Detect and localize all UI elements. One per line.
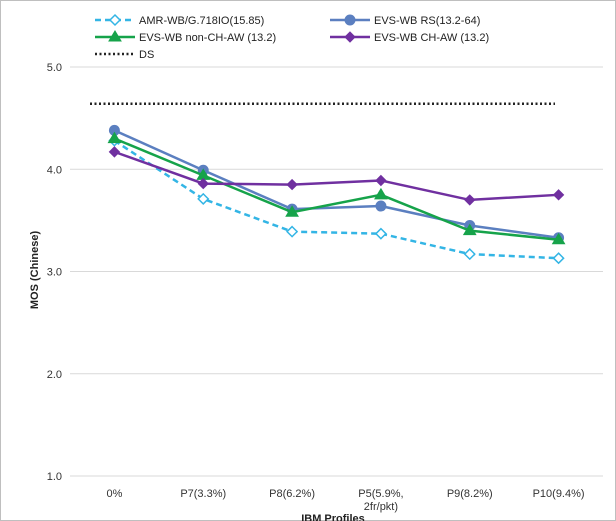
legend-item: EVS-WB CH-AW (13.2) (330, 31, 489, 44)
legend-marker (108, 30, 122, 42)
data-point (462, 223, 477, 236)
series-0 (108, 134, 565, 265)
y-axis-title: MOS (Chinese) (29, 231, 41, 310)
data-point (107, 131, 122, 144)
legend-label: EVS-WB non-CH-AW (13.2) (139, 32, 276, 44)
legend-label: EVS-WB CH-AW (13.2) (374, 32, 489, 44)
data-point (108, 146, 121, 158)
y-tick-labels: 1.0 2.0 3.0 4.0 5.0 (47, 62, 62, 483)
y-tick-label: 5.0 (47, 62, 62, 74)
data-point (197, 192, 210, 205)
x-tick-label: P10(9.4%) (533, 488, 585, 500)
series-1 (108, 124, 565, 244)
x-axis-title: IBM Profiles (301, 513, 365, 521)
series-lines (90, 102, 566, 265)
legend-marker (344, 14, 356, 26)
legend-label: AMR-WB/G.718IO(15.85) (139, 15, 264, 27)
legend-label: DS (139, 49, 154, 61)
legend-item: EVS-WB RS(13.2-64) (330, 14, 480, 27)
series-2 (107, 131, 566, 245)
series-line (113, 137, 559, 242)
data-point (286, 178, 298, 191)
legend-item: AMR-WB/G.718IO(15.85) (95, 13, 264, 27)
legend-label: EVS-WB RS(13.2-64) (374, 15, 480, 27)
x-tick-label: P5(5.9%, 2fr/pkt) (358, 488, 403, 513)
data-point (374, 227, 387, 240)
series-line (113, 129, 559, 239)
legend-marker (108, 13, 122, 27)
gridlines (70, 66, 603, 477)
legend-marker (344, 31, 356, 43)
x-tick-labels: 0% P7(3.3%) P8(6.2%) P5(5.9%, 2fr/pkt) P9(8.2… (106, 488, 584, 513)
series-line (113, 139, 559, 260)
y-tick-label: 1.0 (47, 471, 62, 483)
y-tick-label: 4.0 (47, 164, 62, 176)
data-point (286, 225, 299, 238)
data-point (197, 177, 209, 190)
data-point (464, 194, 476, 206)
data-point (552, 189, 565, 201)
x-tick-label: P7(3.3%) (180, 488, 226, 500)
series-line (113, 150, 559, 202)
data-point (463, 248, 476, 261)
data-point (551, 232, 566, 245)
y-tick-label: 2.0 (47, 369, 62, 381)
legend: AMR-WB/G.718IO(15.85) EVS-WB RS(13.2-64) E… (95, 13, 489, 61)
series-3 (108, 146, 565, 206)
legend-item: DS (95, 49, 154, 61)
legend-item: EVS-WB non-CH-AW (13.2) (95, 30, 276, 44)
x-tick-label: P8(6.2%) (269, 488, 315, 500)
data-point (375, 174, 387, 187)
data-point (375, 200, 387, 212)
x-tick-label: 0% (106, 488, 122, 500)
x-tick-label: P9(8.2%) (447, 488, 493, 500)
y-tick-label: 3.0 (47, 267, 62, 279)
data-point (285, 205, 299, 217)
data-point (552, 252, 565, 265)
data-point (374, 187, 388, 200)
